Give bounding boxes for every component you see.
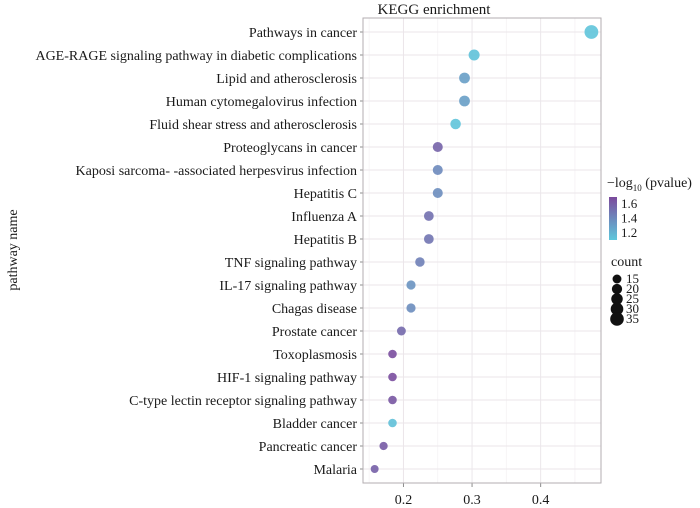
data-point <box>423 211 434 221</box>
panel-border <box>362 17 602 484</box>
data-point <box>459 72 470 84</box>
colorbar <box>609 197 617 240</box>
y-tick-label: Pathways in cancer <box>249 26 357 41</box>
color-legend-title-prefix: −log <box>607 176 633 191</box>
data-point <box>388 418 397 428</box>
data-point <box>584 25 599 39</box>
y-tick-label: C-type lectin receptor signaling pathway <box>129 394 357 409</box>
size-legend-dot <box>610 302 624 316</box>
size-legend-label: 25 <box>626 291 639 306</box>
grid <box>363 18 601 483</box>
data-point <box>432 141 443 153</box>
color-legend-title-suffix: (pvalue) <box>642 176 692 191</box>
y-tick-labels: Pathways in cancer AGE-RAGE signaling pat… <box>35 26 363 478</box>
y-tick-label: Lipid and atherosclerosis <box>216 72 357 87</box>
data-point <box>459 95 470 107</box>
y-tick-label: Hepatitis C <box>294 187 357 202</box>
size-legend-label: 15 <box>626 271 639 286</box>
x-tick-label: 0.4 <box>532 493 550 508</box>
color-legend-title: −log10 (pvalue) <box>607 176 692 193</box>
data-point <box>388 372 397 382</box>
data-points <box>370 25 599 473</box>
size-legend-dot <box>611 283 623 295</box>
data-point <box>370 465 379 473</box>
size-legend-dot <box>610 312 624 326</box>
color-legend-title-sub: 10 <box>633 183 643 193</box>
data-point <box>432 164 443 176</box>
y-tick-label: Kaposi sarcoma- -associated herpesvirus … <box>76 164 357 179</box>
y-tick-label: Chagas disease <box>272 302 357 317</box>
data-point <box>388 395 397 405</box>
y-tick-label: AGE-RAGE signaling pathway in diabetic c… <box>35 49 357 64</box>
y-tick-label: TNF signaling pathway <box>225 256 357 271</box>
y-tick-label: Prostate cancer <box>272 325 357 340</box>
size-legend-label: 30 <box>626 301 639 316</box>
y-tick-label: Pancreatic cancer <box>259 440 358 455</box>
data-point <box>388 349 397 359</box>
size-legend-dot <box>612 274 622 284</box>
colorbar-tick-label: 1.6 <box>621 196 638 211</box>
data-point <box>406 280 416 290</box>
y-tick-label: Influenza A <box>291 210 358 225</box>
y-tick-label: IL-17 signaling pathway <box>219 279 357 294</box>
data-point <box>396 326 406 336</box>
colorbar-tick-label: 1.4 <box>621 211 638 226</box>
chart-title: KEGG enrichment <box>378 2 492 18</box>
y-tick-label: Toxoplasmosis <box>273 348 357 363</box>
data-point <box>468 49 480 61</box>
data-point <box>432 187 443 199</box>
size-legend-label: 20 <box>626 281 639 296</box>
size-legend-title: count <box>611 255 642 270</box>
data-point <box>423 234 434 244</box>
colorbar-tick-label: 1.2 <box>621 225 637 240</box>
x-tick-labels: 0.2 0.3 0.4 <box>395 483 550 508</box>
data-point <box>379 441 388 451</box>
size-legend-dot <box>611 293 623 305</box>
y-tick-label: Malaria <box>313 463 357 478</box>
x-tick-label: 0.3 <box>463 493 481 508</box>
y-tick-label: Bladder cancer <box>273 417 358 432</box>
size-legend-label: 35 <box>626 311 639 326</box>
x-tick-label: 0.2 <box>395 493 413 508</box>
y-tick-label: Proteoglycans in cancer <box>223 141 357 156</box>
y-tick-label: Human cytomegalovirus infection <box>166 95 357 110</box>
y-tick-label: Hepatitis B <box>294 233 357 248</box>
data-point <box>450 118 461 130</box>
y-tick-label: HIF-1 signaling pathway <box>217 371 357 386</box>
data-point <box>406 303 416 313</box>
y-tick-label: Fluid shear stress and atherosclerosis <box>149 118 357 133</box>
y-axis-title: pathway name <box>6 209 21 290</box>
data-point <box>415 257 425 267</box>
color-legend: −log10 (pvalue) 1.61.41.2 <box>607 176 692 240</box>
